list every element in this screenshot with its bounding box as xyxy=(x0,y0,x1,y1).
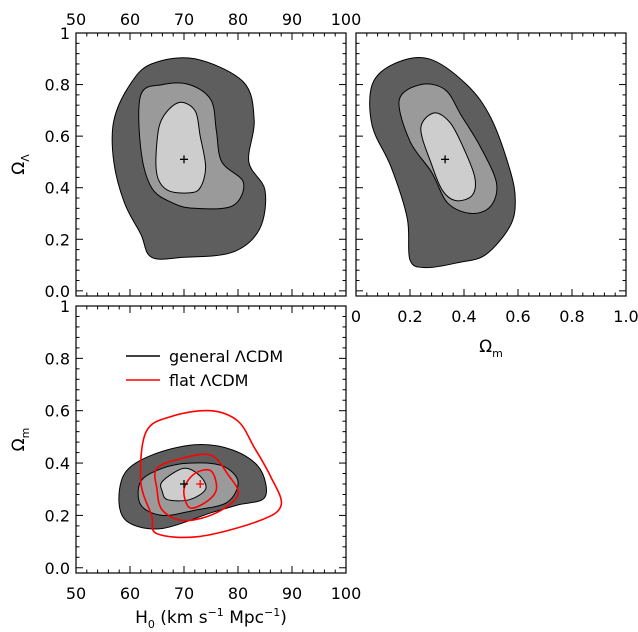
y-tick-label: 0.0 xyxy=(45,282,70,301)
y-tick-label: 1 xyxy=(60,297,70,316)
y-tick-label: 0.4 xyxy=(45,179,70,198)
x-tick-label: 70 xyxy=(174,584,194,603)
contour-inner xyxy=(420,112,476,202)
flat-contour-middle xyxy=(153,453,240,522)
y-axis-label: ΩΛ xyxy=(9,154,32,175)
x-tick-label: 80 xyxy=(228,10,248,29)
x-axis-label: H0 (km s−1 Mpc−1) xyxy=(135,606,287,631)
legend-entry: flat ΛCDM xyxy=(126,371,248,390)
x-tick-label: 60 xyxy=(120,584,140,603)
panel-h0-omega-m: 50 60 70 80 90 100 0.0 0.2 0.4 0.6 0.8 1 Ωm H0 (km s−… xyxy=(9,297,361,631)
x-tick-label: 1.0 xyxy=(613,307,638,326)
x-tick-label: 50 xyxy=(66,10,86,29)
x-tick-label: 0.6 xyxy=(505,307,530,326)
x-tick-label: 50 xyxy=(66,584,86,603)
x-tick-label: 80 xyxy=(228,584,248,603)
panel-h0-omega-lambda: 50 60 70 80 90 100 0.0 0.2 0.4 0.6 0.8 1 ΩΛ xyxy=(9,10,361,301)
panel-frame xyxy=(355,32,627,297)
contour-inner xyxy=(155,101,207,194)
x-axis-label: Ωm xyxy=(479,337,503,360)
y-tick-label: 0.6 xyxy=(45,127,70,146)
best-fit-marker xyxy=(441,155,450,164)
best-fit-marker xyxy=(196,480,205,488)
x-tick-label: 60 xyxy=(120,10,140,29)
y-axis-label: Ωm xyxy=(9,428,32,452)
legend-label: flat ΛCDM xyxy=(169,371,248,390)
panel-omega-m-omega-lambda: 0 0.2 0.4 0.6 0.8 1.0 Ωm xyxy=(351,32,638,360)
x-tick-label: 90 xyxy=(282,10,302,29)
flat-contour-inner xyxy=(183,468,218,509)
panel-frame xyxy=(75,32,347,297)
x-tick-label: 90 xyxy=(282,584,302,603)
best-fit-marker xyxy=(180,155,188,164)
legend-entry: general ΛCDM xyxy=(126,347,283,366)
y-tick-label: 0.4 xyxy=(45,454,70,473)
panel-frame xyxy=(75,305,347,574)
x-tick-label: 0.8 xyxy=(559,307,584,326)
x-tick-label: 0 xyxy=(351,307,361,326)
x-tick-label: 70 xyxy=(174,10,194,29)
x-tick-label: 0.4 xyxy=(451,307,476,326)
y-tick-label: 0.2 xyxy=(45,506,70,525)
x-tick-label: 100 xyxy=(331,584,362,603)
x-tick-label: 100 xyxy=(331,10,362,29)
best-fit-marker xyxy=(180,480,188,488)
y-tick-label: 1 xyxy=(60,24,70,43)
y-tick-label: 0.6 xyxy=(45,402,70,421)
y-tick-label: 0.2 xyxy=(45,230,70,249)
y-tick-label: 0.8 xyxy=(45,76,70,95)
legend-label: general ΛCDM xyxy=(169,347,283,366)
flat-contour-outer xyxy=(139,409,283,539)
y-tick-label: 0.8 xyxy=(45,349,70,368)
x-tick-label: 0.2 xyxy=(397,307,422,326)
y-tick-label: 0.0 xyxy=(45,559,70,578)
